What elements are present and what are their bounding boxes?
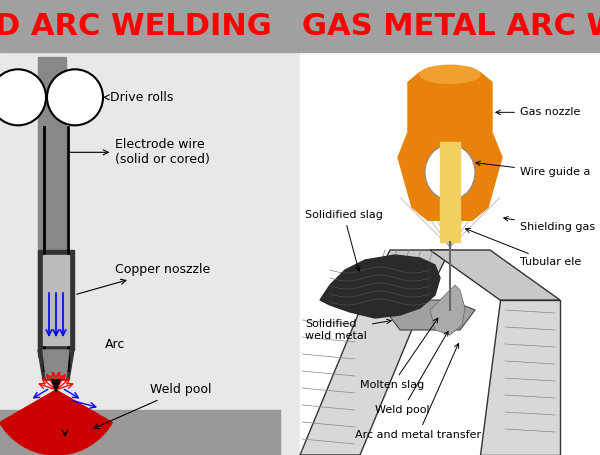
- Text: Gas nozzle: Gas nozzle: [496, 107, 580, 117]
- Bar: [300, 0, 600, 52]
- Text: Arc: Arc: [105, 339, 125, 352]
- Text: Shielding gas: Shielding gas: [504, 217, 595, 233]
- Text: GAS METAL ARC W: GAS METAL ARC W: [302, 12, 600, 40]
- Text: Weld pool: Weld pool: [375, 331, 448, 415]
- Polygon shape: [430, 250, 560, 300]
- Ellipse shape: [420, 66, 480, 83]
- Text: Drive rolls: Drive rolls: [104, 91, 173, 104]
- Ellipse shape: [425, 145, 475, 200]
- Bar: [0, 410, 280, 455]
- Text: Wire guide a: Wire guide a: [476, 161, 590, 177]
- Bar: [300, 52, 600, 455]
- Polygon shape: [408, 72, 492, 82]
- Polygon shape: [52, 380, 60, 392]
- Polygon shape: [480, 300, 560, 455]
- Circle shape: [47, 69, 103, 125]
- Polygon shape: [385, 300, 475, 330]
- Text: D ARC WELDING: D ARC WELDING: [0, 12, 272, 40]
- Polygon shape: [398, 82, 502, 220]
- Text: Weld pool: Weld pool: [94, 384, 212, 429]
- Text: Solidified slag: Solidified slag: [305, 210, 383, 271]
- Bar: [0, 52, 600, 455]
- Bar: [0, 0, 300, 52]
- Circle shape: [0, 69, 46, 125]
- Polygon shape: [38, 350, 74, 380]
- Text: Molten slag: Molten slag: [360, 318, 438, 390]
- Bar: [38, 250, 74, 350]
- Text: Arc and metal transfer: Arc and metal transfer: [355, 344, 481, 440]
- Bar: [440, 142, 460, 243]
- Text: Tubular ele: Tubular ele: [466, 228, 581, 268]
- Text: Copper noszzle: Copper noszzle: [77, 263, 210, 294]
- Polygon shape: [360, 250, 450, 310]
- Bar: [43, 255, 69, 345]
- Polygon shape: [430, 285, 465, 335]
- Text: Electrode wire
(solid or cored): Electrode wire (solid or cored): [69, 138, 210, 167]
- Bar: [38, 57, 66, 357]
- Polygon shape: [43, 350, 69, 378]
- Bar: [0, 52, 300, 455]
- Polygon shape: [0, 390, 112, 455]
- Polygon shape: [320, 255, 440, 318]
- Text: Solidified
weld metal: Solidified weld metal: [305, 319, 391, 341]
- Polygon shape: [300, 310, 420, 455]
